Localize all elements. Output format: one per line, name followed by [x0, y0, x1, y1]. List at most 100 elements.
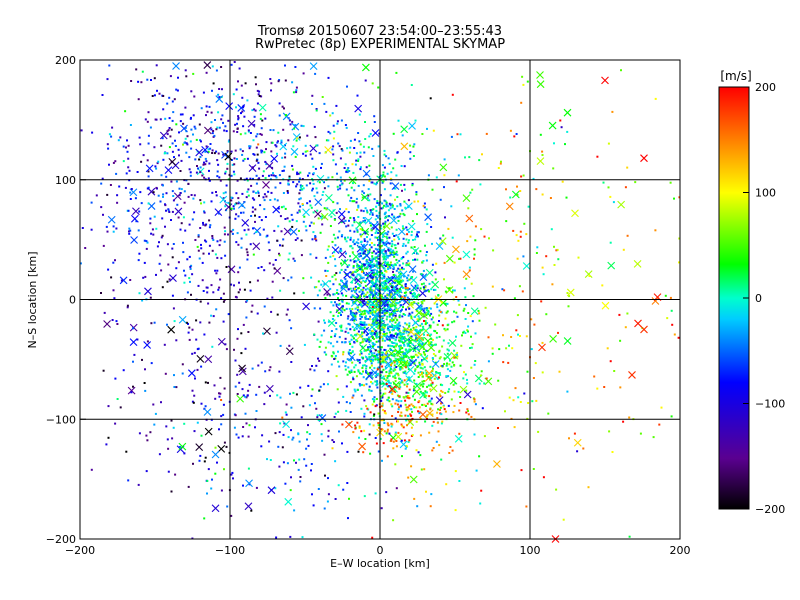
data-point — [278, 252, 280, 255]
data-point — [309, 368, 312, 371]
data-point — [550, 228, 553, 231]
data-point — [369, 274, 372, 277]
data-point — [176, 203, 179, 206]
data-point — [281, 170, 284, 172]
data-point — [372, 318, 375, 321]
data-point — [184, 229, 187, 232]
data-point — [333, 251, 336, 254]
data-point — [365, 279, 367, 282]
data-point — [368, 306, 371, 309]
data-point — [205, 105, 208, 108]
data-point — [483, 382, 486, 385]
x-tick-label: −100 — [215, 544, 245, 557]
data-point — [394, 321, 397, 324]
data-point — [255, 231, 258, 233]
data-point — [453, 320, 456, 323]
data-point — [215, 128, 218, 131]
data-point — [368, 248, 371, 251]
data-point — [163, 343, 166, 346]
data-point — [376, 380, 379, 383]
data-point — [377, 266, 380, 269]
data-point — [429, 377, 432, 380]
data-point — [505, 220, 508, 223]
data-point — [371, 212, 374, 215]
data-point — [427, 311, 430, 313]
data-point — [431, 403, 434, 406]
data-point — [389, 320, 391, 323]
data-point — [301, 185, 304, 187]
data-point — [367, 336, 370, 339]
data-point-cross — [364, 216, 373, 225]
data-point — [468, 156, 471, 159]
data-point — [473, 433, 476, 436]
data-point — [301, 203, 304, 205]
data-point — [290, 276, 293, 279]
data-point — [377, 372, 379, 375]
data-point — [358, 278, 361, 281]
data-point — [394, 332, 397, 335]
data-point — [243, 158, 246, 160]
data-point — [383, 377, 386, 380]
data-point — [302, 125, 305, 128]
data-point — [354, 427, 357, 430]
data-point — [211, 89, 213, 92]
data-point — [369, 297, 371, 300]
data-point — [250, 215, 253, 217]
data-point — [423, 320, 425, 322]
data-point — [261, 150, 264, 152]
data-point — [403, 328, 406, 331]
data-point — [320, 162, 323, 165]
data-point — [178, 131, 180, 134]
data-point — [429, 365, 432, 368]
data-point — [335, 303, 338, 306]
data-point — [425, 307, 428, 309]
data-point — [341, 442, 343, 445]
data-point — [381, 239, 384, 241]
data-point — [246, 157, 249, 160]
data-point — [383, 213, 386, 216]
data-point — [555, 249, 558, 252]
data-point — [102, 369, 105, 372]
data-point — [421, 380, 424, 383]
data-point — [362, 356, 365, 359]
data-point — [199, 300, 202, 303]
data-point — [387, 286, 390, 289]
data-point — [405, 355, 408, 358]
data-point — [299, 189, 302, 192]
data-point — [128, 232, 131, 235]
data-point — [384, 324, 387, 327]
data-point — [418, 374, 421, 377]
data-point — [414, 293, 416, 295]
data-point — [375, 291, 378, 294]
data-point — [434, 278, 437, 281]
data-point-cross — [651, 297, 660, 305]
data-point — [423, 307, 426, 310]
data-point — [157, 194, 160, 197]
data-point — [293, 459, 295, 462]
data-point — [175, 123, 178, 126]
data-point — [413, 372, 416, 375]
data-point — [277, 80, 280, 83]
data-point — [398, 324, 400, 327]
data-point — [382, 442, 385, 445]
data-point — [455, 335, 457, 338]
data-point — [386, 303, 389, 306]
data-point-cross — [201, 146, 209, 154]
data-point — [381, 181, 384, 184]
data-point — [373, 321, 376, 324]
data-point — [188, 156, 191, 159]
data-point — [372, 276, 375, 279]
data-point — [365, 317, 367, 320]
data-point — [395, 258, 398, 261]
data-point — [369, 366, 372, 369]
data-point — [201, 174, 204, 177]
data-point — [208, 162, 211, 165]
data-point — [293, 259, 296, 262]
data-point — [342, 260, 345, 263]
data-point — [388, 400, 391, 403]
data-point — [252, 153, 255, 155]
data-point — [191, 273, 194, 276]
data-point — [384, 244, 387, 246]
data-point — [282, 461, 285, 464]
data-point — [392, 167, 395, 170]
